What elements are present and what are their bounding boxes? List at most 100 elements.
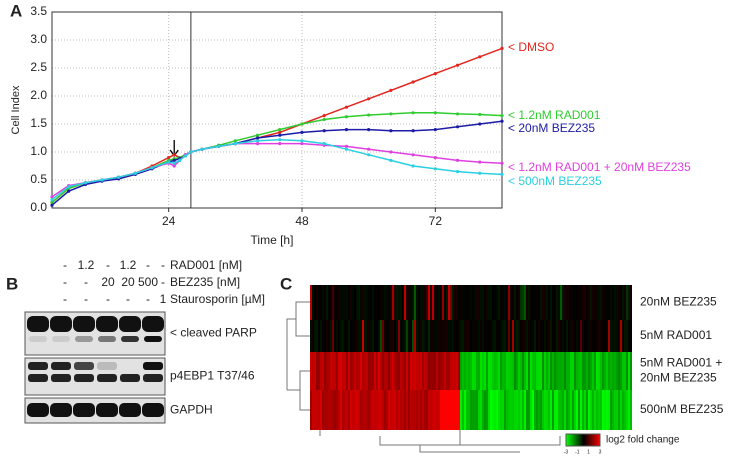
heatmap-cell bbox=[590, 285, 592, 320]
heatmap-cell bbox=[326, 390, 328, 430]
heatmap-cell bbox=[496, 285, 498, 320]
heatmap-cell bbox=[492, 320, 494, 352]
heatmap-cell bbox=[590, 352, 592, 390]
data-point bbox=[322, 117, 326, 122]
heatmap-cell bbox=[400, 285, 402, 320]
heatmap-cell bbox=[538, 285, 540, 320]
heatmap-cell bbox=[386, 320, 388, 352]
heatmap-cell bbox=[500, 390, 502, 430]
heatmap-cell bbox=[572, 390, 574, 430]
heatmap-cell bbox=[368, 390, 370, 430]
colorbar-cell bbox=[581, 434, 583, 446]
data-point bbox=[300, 130, 304, 134]
heatmap-cell bbox=[472, 390, 474, 430]
heatmap-cell bbox=[344, 285, 346, 320]
heatmap-cell bbox=[436, 390, 438, 430]
heatmap-cell bbox=[530, 352, 532, 390]
heatmap-cell bbox=[338, 352, 340, 390]
heatmap-cell bbox=[366, 390, 368, 430]
heatmap-cell bbox=[426, 320, 428, 352]
heatmap-cell bbox=[320, 352, 322, 390]
heatmap-cell bbox=[554, 285, 556, 320]
data-point bbox=[67, 185, 71, 189]
data-point bbox=[172, 153, 176, 157]
heatmap-cell bbox=[494, 320, 496, 352]
heatmap-cell bbox=[450, 352, 452, 390]
heatmap-cell bbox=[518, 285, 520, 320]
heatmap-cell bbox=[610, 320, 612, 352]
heatmap-cell bbox=[562, 390, 564, 430]
colorbar-tick-label: -3 bbox=[564, 449, 569, 455]
heatmap-cell bbox=[484, 390, 486, 430]
lane-label: 1 bbox=[160, 292, 167, 306]
heatmap-cell bbox=[420, 285, 422, 320]
heatmap-cell bbox=[542, 285, 544, 320]
heatmap-cell bbox=[542, 390, 544, 430]
heatmap-cell bbox=[466, 390, 468, 430]
heatmap-cell bbox=[412, 285, 414, 320]
data-point bbox=[100, 178, 104, 182]
heatmap-cell bbox=[528, 390, 530, 430]
colorbar-cell bbox=[597, 434, 599, 446]
heatmap-cell bbox=[336, 285, 338, 320]
heatmap-cell bbox=[416, 390, 418, 430]
y-axis-label: Cell Index bbox=[10, 85, 22, 134]
heatmap-cell bbox=[462, 285, 464, 320]
band bbox=[143, 362, 163, 370]
heatmap-cell bbox=[536, 352, 538, 390]
heatmap-cell bbox=[410, 320, 412, 352]
heatmap-cell bbox=[516, 285, 518, 320]
band bbox=[74, 374, 94, 382]
heatmap-cell bbox=[464, 390, 466, 430]
heatmap-cell bbox=[430, 320, 432, 352]
heatmap-cell bbox=[382, 320, 384, 352]
heatmap-cell bbox=[422, 352, 424, 390]
heatmap-cell bbox=[396, 390, 398, 430]
heatmap-cell bbox=[510, 320, 512, 352]
heatmap-cell bbox=[574, 320, 576, 352]
heatmap-cell bbox=[414, 285, 416, 320]
heatmap-cell bbox=[538, 320, 540, 352]
heatmap-cell bbox=[578, 320, 580, 352]
heatmap-cell bbox=[604, 320, 606, 352]
y-tick-label: 0.5 bbox=[30, 172, 47, 186]
heatmap-cell bbox=[434, 285, 436, 320]
heatmap-cell bbox=[618, 285, 620, 320]
colorbar-cell bbox=[590, 434, 592, 446]
colorbar-cell bbox=[594, 434, 596, 446]
heatmap-cell bbox=[610, 285, 612, 320]
heatmap-cell bbox=[418, 320, 420, 352]
heatmap-cell bbox=[598, 352, 600, 390]
heatmap-cell bbox=[314, 285, 316, 320]
band bbox=[96, 316, 118, 332]
heatmap-cell bbox=[520, 390, 522, 430]
row-dendrogram bbox=[286, 301, 310, 411]
heatmap-cell bbox=[606, 320, 608, 352]
heatmap-cell bbox=[558, 285, 560, 320]
heatmap-cell bbox=[402, 320, 404, 352]
heatmap-cell bbox=[418, 352, 420, 390]
heatmap-cell bbox=[330, 390, 332, 430]
heatmap-cell bbox=[596, 352, 598, 390]
heatmap-cell bbox=[556, 285, 558, 320]
lane-label: 1.2 bbox=[120, 258, 137, 272]
heatmap-cell bbox=[560, 285, 562, 320]
heatmap-cell bbox=[408, 352, 410, 390]
heatmap-cell bbox=[464, 285, 466, 320]
heatmap-cell bbox=[438, 285, 440, 320]
heatmap-cell bbox=[400, 390, 402, 430]
heatmap-cell bbox=[482, 390, 484, 430]
band bbox=[97, 362, 117, 370]
heatmap-cell bbox=[624, 352, 626, 390]
heatmap-cell bbox=[608, 390, 610, 430]
heatmap-cell bbox=[366, 352, 368, 390]
heatmap-cell bbox=[334, 285, 336, 320]
heatmap-cell bbox=[562, 320, 564, 352]
heatmap-cell bbox=[534, 285, 536, 320]
heatmap-cell bbox=[524, 390, 526, 430]
heatmap-cell bbox=[346, 285, 348, 320]
heatmap-cell bbox=[536, 285, 538, 320]
heatmap-cell bbox=[492, 390, 494, 430]
band bbox=[28, 374, 48, 382]
lane-label: 20 bbox=[101, 275, 115, 289]
